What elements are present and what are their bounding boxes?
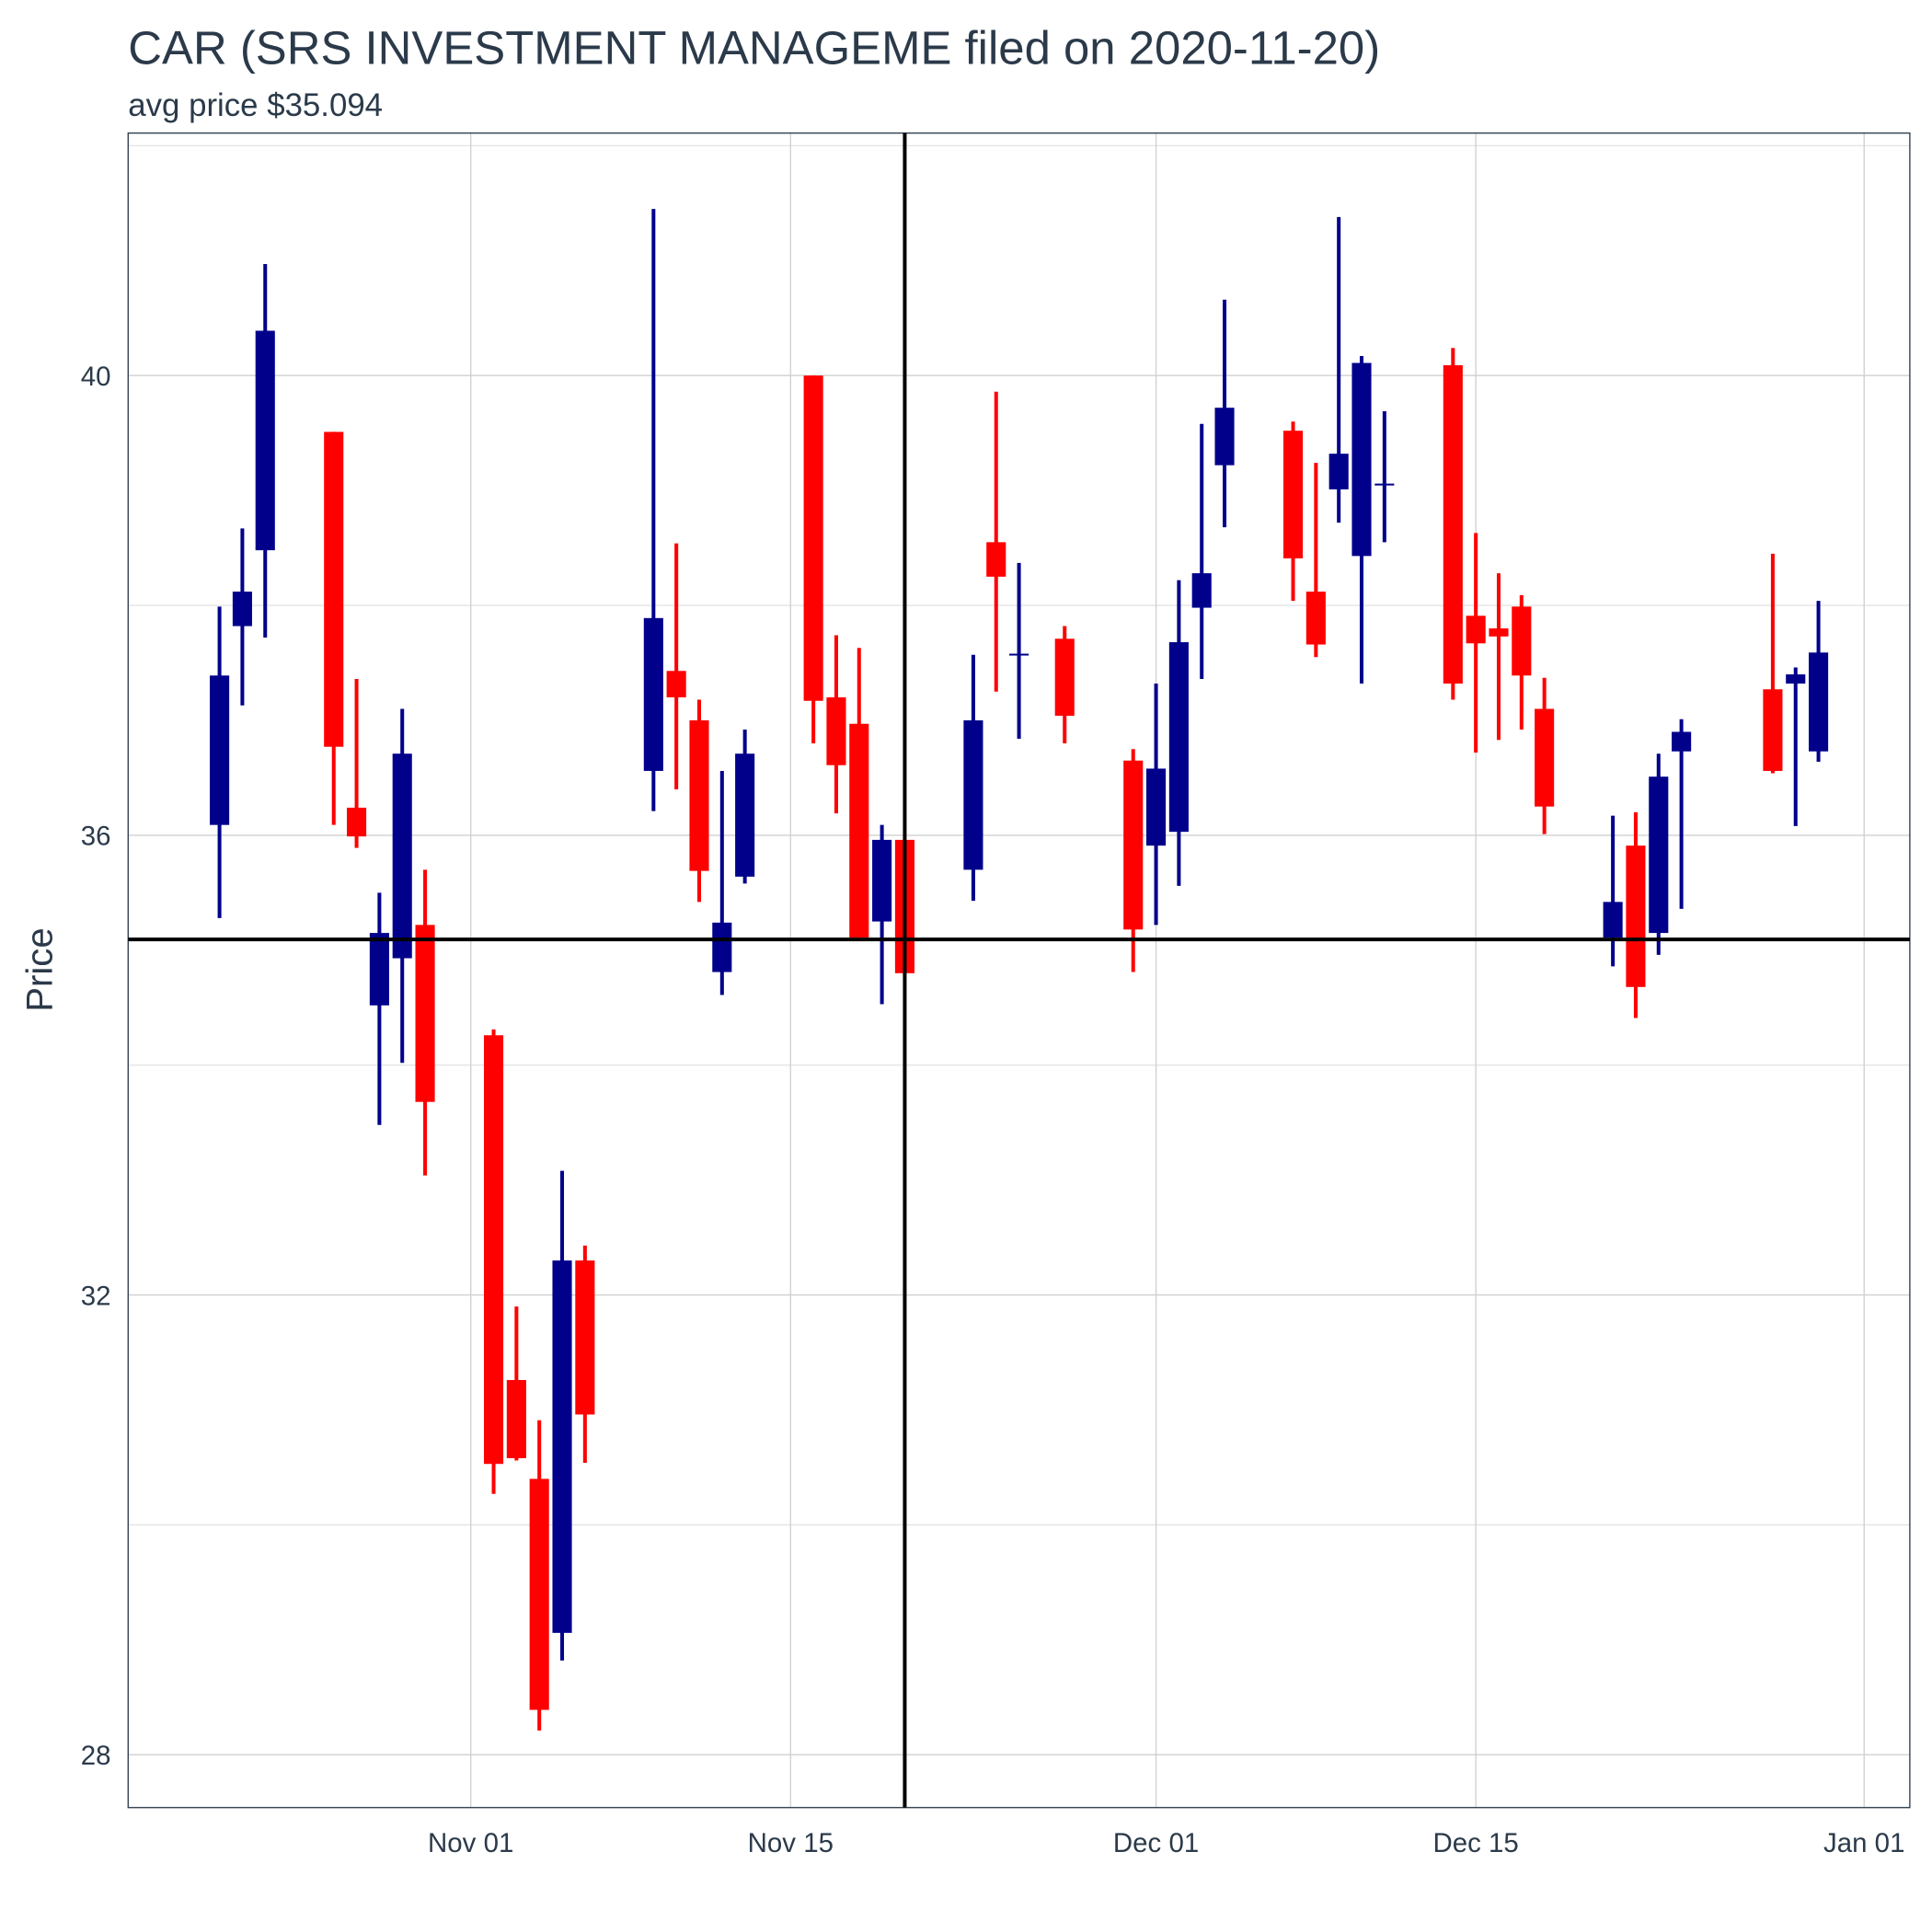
- candle-body: [324, 431, 344, 747]
- candle-body: [643, 617, 663, 771]
- candle-body: [712, 922, 732, 972]
- candle-body: [1146, 768, 1167, 846]
- candle-body: [735, 753, 755, 877]
- candle-body: [1763, 689, 1783, 771]
- candle-body: [1443, 364, 1463, 684]
- x-tick-label: Nov 15: [748, 1828, 834, 1858]
- candle-body: [415, 925, 435, 1102]
- candle-body: [483, 1035, 504, 1465]
- candle-body: [529, 1478, 549, 1710]
- candle-body: [1214, 408, 1235, 466]
- candle-body: [1809, 652, 1829, 752]
- plot-border: [127, 132, 1911, 1809]
- candle-body: [552, 1260, 572, 1633]
- candle-body: [347, 807, 367, 837]
- candle-body: [986, 542, 1006, 577]
- candle-body: [666, 671, 686, 698]
- candle-body: [1351, 362, 1372, 557]
- candle-body: [1535, 708, 1555, 807]
- y-axis-label: Price: [18, 927, 60, 1011]
- candle-body: [1374, 483, 1395, 486]
- candle-body: [255, 330, 275, 551]
- candle-body: [963, 719, 983, 870]
- candle-body: [1466, 615, 1486, 644]
- candle-body: [872, 839, 892, 922]
- y-tick-label: 28: [81, 1741, 111, 1771]
- chart-title: CAR (SRS INVESTMENT MANAGEME filed on 20…: [128, 22, 1380, 75]
- x-tick-label: Dec 01: [1113, 1828, 1199, 1858]
- candle-body: [1054, 638, 1075, 716]
- candle-body: [826, 697, 846, 765]
- candle-body: [1626, 845, 1646, 987]
- y-tick-label: 40: [81, 362, 111, 392]
- x-tick-label: Nov 01: [428, 1828, 513, 1858]
- candle-body: [506, 1380, 526, 1458]
- candle-body: [232, 592, 252, 627]
- candle-body: [369, 933, 389, 1006]
- candle-body: [210, 675, 230, 825]
- candle-body: [689, 719, 709, 871]
- candle-body: [1282, 431, 1304, 558]
- candle-body: [1328, 454, 1349, 489]
- candle-body: [575, 1260, 595, 1415]
- y-tick-label: 36: [81, 822, 111, 852]
- candle-body: [1009, 653, 1029, 656]
- candle-body: [1672, 731, 1692, 752]
- candle-body: [803, 375, 823, 701]
- x-tick-label: Jan 01: [1823, 1828, 1904, 1858]
- candle-body: [849, 723, 869, 938]
- candle-body: [1191, 573, 1212, 608]
- y-tick-label: 32: [81, 1281, 111, 1311]
- candle-body: [1512, 606, 1532, 676]
- candle-body: [392, 753, 412, 959]
- candle-body: [1786, 674, 1806, 684]
- candle-body: [1168, 642, 1189, 833]
- x-tick-label: Dec 15: [1432, 1828, 1518, 1858]
- candle-body: [1489, 628, 1509, 637]
- candle-body: [1123, 760, 1144, 930]
- candle-body: [1603, 902, 1623, 938]
- candle-body: [1649, 776, 1669, 934]
- candle-body: [1305, 592, 1326, 645]
- chart-subtitle: avg price $35.094: [128, 87, 383, 123]
